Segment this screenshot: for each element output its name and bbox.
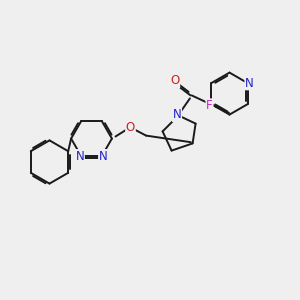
Text: O: O [170, 74, 179, 88]
Text: F: F [206, 99, 213, 112]
Text: N: N [245, 76, 254, 90]
Text: N: N [172, 108, 182, 122]
Text: O: O [126, 121, 135, 134]
Text: N: N [99, 150, 108, 163]
Text: N: N [75, 150, 84, 163]
